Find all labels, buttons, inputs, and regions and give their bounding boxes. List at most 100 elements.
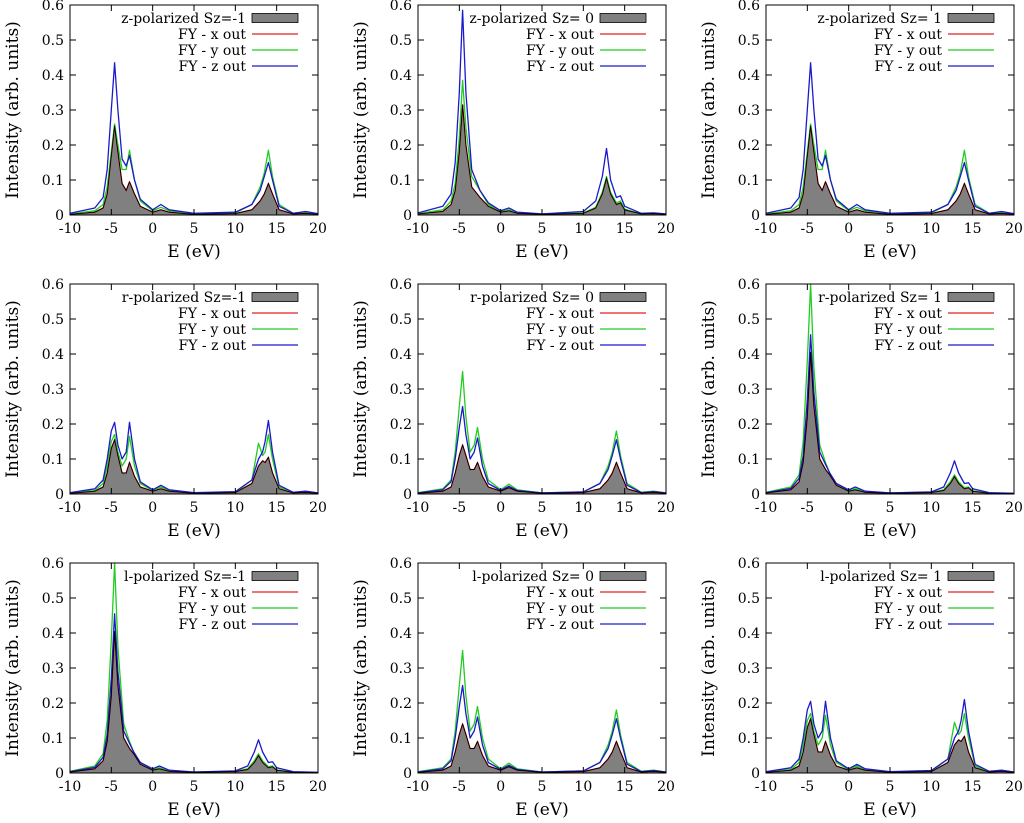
- series-line-3: [70, 419, 318, 494]
- x-tick-label: 15: [616, 500, 634, 516]
- y-tick-label: 0.3: [42, 382, 64, 398]
- y-tick-label: 0.6: [390, 0, 412, 14]
- x-tick-label: 0: [844, 221, 853, 237]
- x-axis-label: E (eV): [515, 521, 568, 541]
- legend-label: FY - y out: [178, 601, 246, 617]
- y-tick-label: 0.2: [390, 696, 412, 712]
- plot-area: [418, 370, 666, 494]
- x-tick-label: -10: [407, 221, 430, 237]
- plot-area: [766, 698, 1014, 773]
- x-tick-label: -10: [755, 779, 778, 795]
- y-tick-label: 0.6: [42, 277, 64, 293]
- x-tick-label: 20: [1005, 221, 1023, 237]
- x-tick-label: -10: [59, 500, 82, 516]
- series-line-2: [766, 712, 1014, 773]
- series-line-2: [418, 649, 666, 773]
- x-tick-label: 10: [922, 779, 940, 795]
- legend-label: FY - z out: [179, 338, 247, 354]
- panel-7: -10 -5 0 5 10 15 20 0 0.1 0.2 0.3 0.4 0.5 0.6 E (eV) In…: [3, 556, 327, 820]
- y-tick-label: 0.5: [390, 312, 412, 328]
- x-tick-label: 15: [964, 500, 982, 516]
- legend-label: l-polarized Sz= 0: [472, 569, 594, 585]
- x-tick-label: -10: [407, 779, 430, 795]
- series-line-3: [70, 613, 318, 773]
- plot-area: [70, 563, 318, 773]
- y-tick-label: 0: [751, 766, 760, 782]
- panel-4: -10 -5 0 5 10 15 20 0 0.1 0.2 0.3 0.4 0.5 0.6 E (eV) In…: [3, 277, 327, 541]
- x-axis-label: E (eV): [167, 242, 220, 262]
- y-tick-label: 0.2: [42, 696, 64, 712]
- y-tick-label: 0: [403, 766, 412, 782]
- x-tick-label: 0: [844, 500, 853, 516]
- y-tick-label: 0.1: [390, 731, 412, 747]
- y-tick-label: 0.6: [738, 277, 760, 293]
- x-tick-label: 5: [190, 500, 199, 516]
- legend-swatch: [599, 571, 647, 581]
- y-tick-label: 0: [55, 208, 64, 224]
- legend-label: FY - z out: [527, 338, 595, 354]
- x-tick-label: 10: [226, 779, 244, 795]
- panel-8: -10 -5 0 5 10 15 20 0 0.1 0.2 0.3 0.4 0.5 0.6 E (eV) In…: [351, 556, 675, 820]
- series-line-2: [418, 370, 666, 494]
- y-tick-label: 0.2: [738, 417, 760, 433]
- x-tick-label: 20: [309, 779, 327, 795]
- x-tick-label: 10: [226, 221, 244, 237]
- x-tick-label: 15: [268, 779, 286, 795]
- x-tick-label: -10: [407, 500, 430, 516]
- x-tick-label: 20: [657, 500, 675, 516]
- y-tick-label: 0.4: [42, 68, 64, 84]
- x-axis-label: E (eV): [515, 242, 568, 262]
- x-tick-label: -5: [105, 221, 119, 237]
- legend-label: FY - y out: [526, 322, 594, 338]
- x-tick-label: 0: [148, 779, 157, 795]
- x-tick-label: -5: [105, 779, 119, 795]
- series-area-0: [418, 724, 666, 773]
- x-tick-label: 15: [616, 779, 634, 795]
- y-tick-label: 0.6: [738, 556, 760, 572]
- legend-swatch: [947, 571, 995, 581]
- plot-area: [418, 649, 666, 773]
- x-tick-label: 0: [148, 221, 157, 237]
- x-tick-label: 5: [190, 779, 199, 795]
- y-tick-label: 0.4: [42, 626, 64, 642]
- x-tick-label: 0: [148, 500, 157, 516]
- legend-swatch: [947, 292, 995, 302]
- x-tick-label: -5: [801, 779, 815, 795]
- series-line-3: [418, 684, 666, 773]
- y-tick-label: 0.6: [390, 277, 412, 293]
- legend-swatch: [251, 571, 299, 581]
- y-tick-label: 0.3: [42, 103, 64, 119]
- y-tick-label: 0.6: [42, 0, 64, 14]
- y-tick-label: 0.5: [390, 33, 412, 49]
- legend-label: FY - z out: [875, 617, 943, 633]
- x-tick-label: -5: [453, 779, 467, 795]
- y-axis-label: Intensity (arb. units): [3, 579, 23, 757]
- series-area-outline: [70, 631, 318, 773]
- y-tick-label: 0.2: [738, 138, 760, 154]
- y-tick-label: 0.1: [390, 452, 412, 468]
- series-line-2: [70, 563, 318, 773]
- panel-6: -10 -5 0 5 10 15 20 0 0.1 0.2 0.3 0.4 0.5 0.6 E (eV) In…: [699, 277, 1023, 541]
- y-tick-label: 0.5: [390, 591, 412, 607]
- series-area-outline: [418, 443, 666, 494]
- y-tick-label: 0.1: [42, 452, 64, 468]
- y-tick-label: 0.2: [738, 696, 760, 712]
- legend-swatch: [599, 292, 647, 302]
- y-tick-label: 0.4: [738, 626, 760, 642]
- legend-label: FY - y out: [526, 601, 594, 617]
- legend-label: FY - x out: [526, 306, 594, 322]
- y-tick-label: 0.3: [738, 661, 760, 677]
- y-tick-label: 0.5: [738, 591, 760, 607]
- y-tick-label: 0.3: [390, 661, 412, 677]
- x-tick-label: 20: [309, 500, 327, 516]
- x-tick-label: -5: [105, 500, 119, 516]
- legend-label: FY - x out: [874, 306, 942, 322]
- x-tick-label: -10: [59, 221, 82, 237]
- x-tick-label: 20: [657, 779, 675, 795]
